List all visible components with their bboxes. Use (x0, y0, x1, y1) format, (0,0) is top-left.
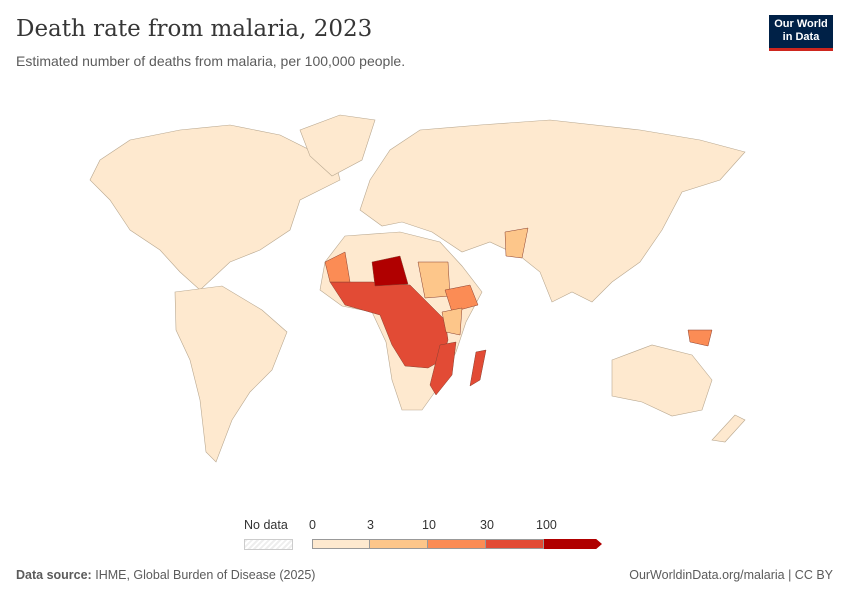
region-kenya[interactable] (441, 307, 463, 336)
region-mozambique[interactable] (429, 341, 457, 396)
data-source: Data source: IHME, Global Burden of Dise… (16, 568, 316, 582)
legend-bin (370, 539, 428, 549)
region-australia[interactable] (611, 344, 713, 417)
source-link[interactable]: OurWorldinData.org/malaria | CC BY (629, 568, 833, 582)
legend-tick: 3 (367, 518, 374, 532)
map-legend: No data 0 3 10 30 100 (0, 518, 850, 558)
legend-tick: 0 (309, 518, 316, 532)
region-south-america[interactable] (174, 285, 288, 463)
legend-tick: 30 (480, 518, 494, 532)
page-subtitle: Estimated number of deaths from malaria,… (16, 53, 406, 69)
legend-bin (486, 539, 544, 549)
legend-no-data-swatch (244, 539, 293, 550)
region-pakistan[interactable] (504, 227, 529, 259)
region-ethiopia[interactable] (444, 284, 479, 313)
region-greenland[interactable] (299, 114, 376, 177)
region-niger[interactable] (371, 255, 409, 287)
region-mauritania[interactable] (324, 251, 351, 283)
legend-no-data-label: No data (244, 518, 288, 532)
region-eurasia[interactable] (359, 119, 746, 303)
region-new-zealand[interactable] (711, 414, 746, 443)
legend-bin (428, 539, 486, 549)
page-title: Death rate from malaria, 2023 (16, 16, 373, 42)
region-madagascar[interactable] (469, 349, 487, 387)
region-papua-new-guinea[interactable] (687, 329, 713, 347)
legend-bin (312, 539, 370, 549)
legend-tick: 10 (422, 518, 436, 532)
owid-logo[interactable]: Our World in Data (769, 15, 833, 51)
region-north-america[interactable] (89, 124, 341, 291)
legend-bin (544, 539, 602, 549)
world-map (89, 114, 746, 463)
legend-tick: 100 (536, 518, 557, 532)
